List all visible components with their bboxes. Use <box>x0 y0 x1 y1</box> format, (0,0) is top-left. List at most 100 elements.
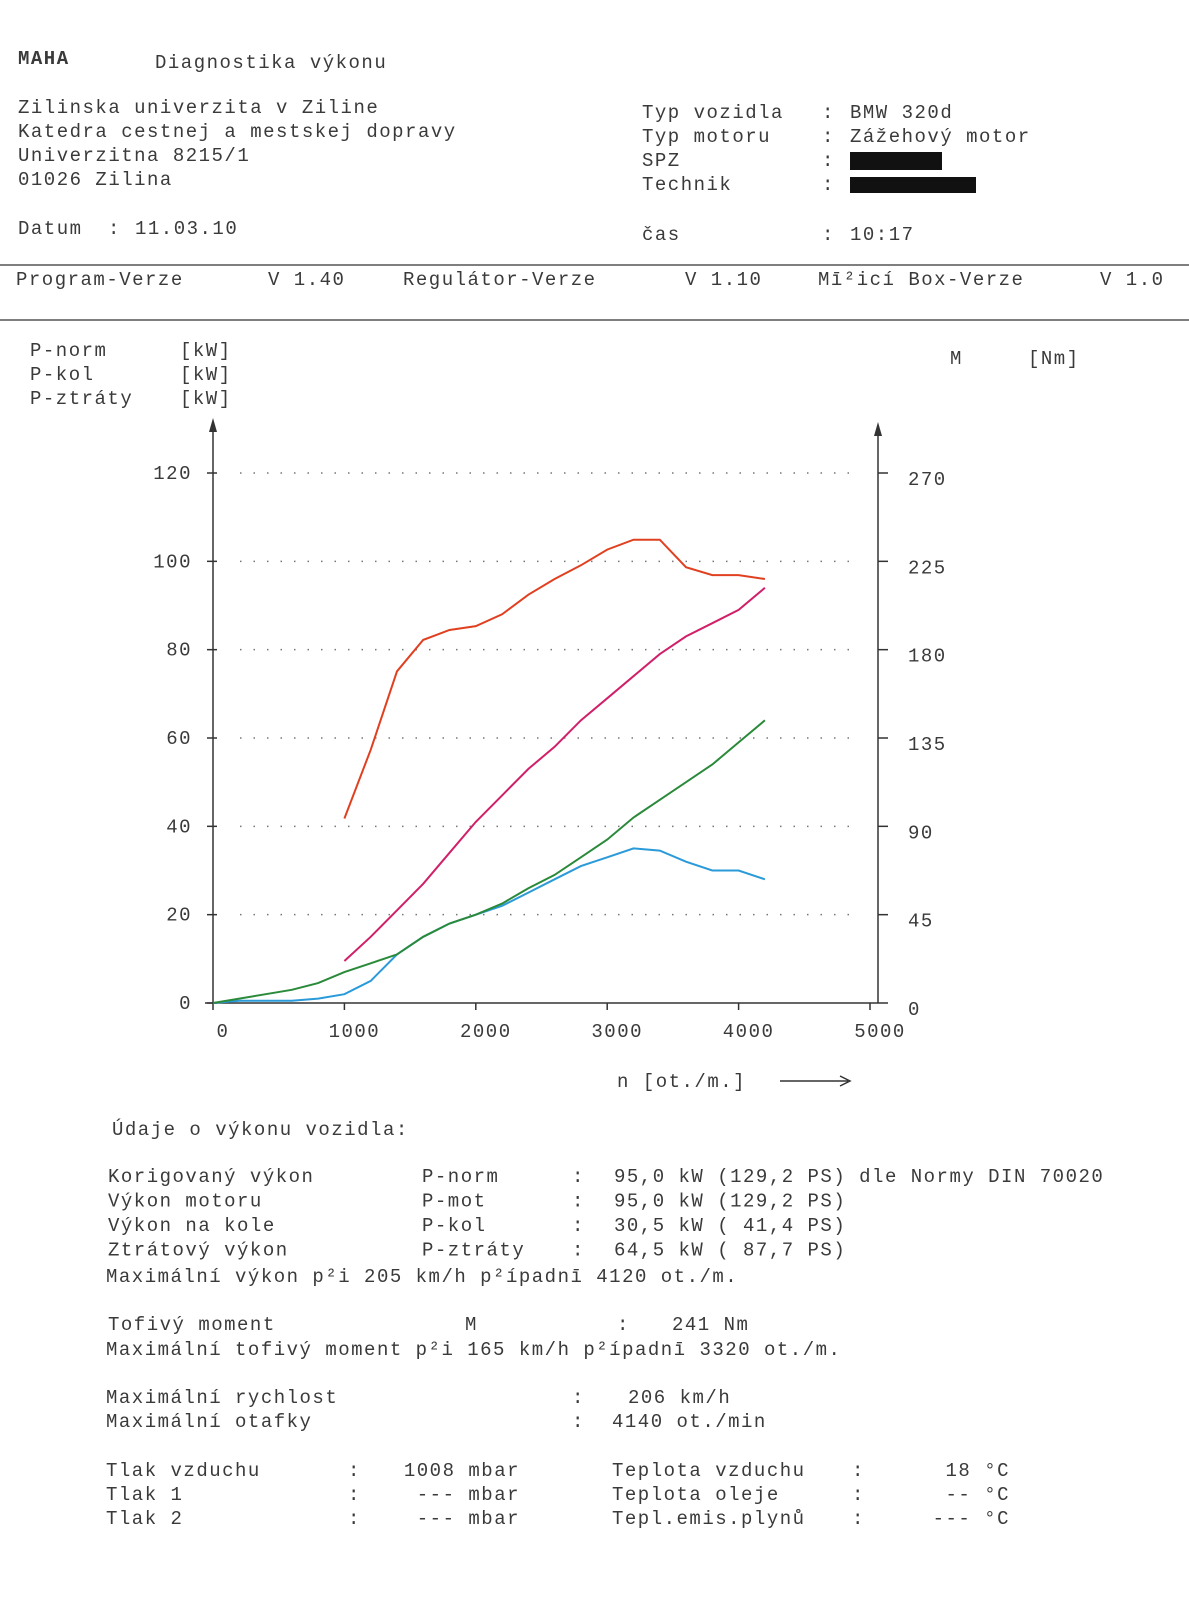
separator: : <box>348 1508 361 1530</box>
series-line <box>343 538 766 819</box>
version-value: V 1.10 <box>685 269 762 291</box>
separator: : <box>572 1166 585 1188</box>
legend-unit: [kW] <box>180 340 232 362</box>
vehicle-value: BMW 320d <box>850 102 953 124</box>
temperature-label: Tepl.emis.plynů <box>612 1508 806 1530</box>
separator: : <box>822 150 835 172</box>
time-label: čas <box>642 224 681 246</box>
vehicle-label: Typ motoru <box>642 126 771 148</box>
axis-arrow <box>209 418 217 432</box>
x-axis-title: n [ot./m.] <box>617 1071 746 1093</box>
separator: : <box>852 1484 865 1506</box>
speed-value: 4140 ot./min <box>612 1411 767 1433</box>
pressure-value: --- mbar <box>417 1484 520 1506</box>
separator: : <box>822 174 835 196</box>
separator: : <box>572 1411 585 1433</box>
legend-unit: [kW] <box>180 364 232 386</box>
pressure-label: Tlak 2 <box>106 1508 183 1530</box>
pressure-label: Tlak vzduchu <box>106 1460 261 1482</box>
result-label: Korigovaný výkon <box>108 1166 314 1188</box>
pressure-value: --- mbar <box>417 1508 520 1530</box>
address-line: 01026 Zilina <box>18 169 173 191</box>
x-tick-label: 5000 <box>854 1021 906 1043</box>
result-label: Ztrátový výkon <box>108 1240 289 1262</box>
axis-label-arrow <box>839 1075 852 1087</box>
separator: : <box>572 1191 585 1213</box>
legend-unit: [kW] <box>180 388 232 410</box>
x-tick-label: 4000 <box>723 1021 775 1043</box>
temperature-label: Teplota vzduchu <box>612 1460 806 1482</box>
pressure-value: 1008 mbar <box>404 1460 520 1482</box>
address-line: Zilinska univerzita v Ziline <box>18 97 379 119</box>
result-value: 95,0 kW (129,2 PS) <box>614 1191 846 1213</box>
vehicle-value: Zážehový motor <box>850 126 1031 148</box>
separator: : <box>822 126 835 148</box>
y-tick-label: 40 <box>166 816 192 838</box>
temperature-label: Teplota oleje <box>612 1484 780 1506</box>
result-value: 30,5 kW ( 41,4 PS) <box>614 1215 846 1237</box>
x-tick-label: 1000 <box>329 1021 381 1043</box>
result-value: 64,5 kW ( 87,7 PS) <box>614 1240 846 1262</box>
version-value: V 1.40 <box>268 269 345 291</box>
separator: : <box>348 1460 361 1482</box>
version-label: Program-Verze <box>16 269 184 291</box>
result-symbol: P-norm <box>422 1166 499 1188</box>
address-line: Katedra cestnej a mestskej dopravy <box>18 121 457 143</box>
axis-arrow <box>874 422 882 436</box>
legend-label: P-ztráty <box>30 388 133 410</box>
y-tick-label: 60 <box>166 728 192 750</box>
version-label: Regulátor-Verze <box>403 269 597 291</box>
max-torque: Maximální tofivý moment p²i 165 km/h p²í… <box>106 1339 841 1361</box>
legend-label: P-kol <box>30 364 95 386</box>
separator: : <box>572 1215 585 1237</box>
series-line <box>343 587 766 962</box>
y2-tick-label: 180 <box>908 646 947 668</box>
y-tick-label: 80 <box>166 640 192 662</box>
temperature-value: -- °C <box>945 1484 1010 1506</box>
redaction <box>850 177 976 193</box>
vehicle-label: Technik <box>642 174 732 196</box>
separator: : <box>348 1484 361 1506</box>
logo: MAHA <box>18 48 70 70</box>
time-value: 10:17 <box>850 224 915 246</box>
separator: : <box>572 1387 585 1409</box>
y2-tick-label: 45 <box>908 911 934 933</box>
speed-label: Maximální otafky <box>106 1411 312 1433</box>
y-tick-label: 0 <box>179 993 192 1015</box>
series-line <box>212 719 766 1004</box>
separator: : <box>852 1508 865 1530</box>
date-label: Datum <box>18 218 83 240</box>
y2-tick-label: 270 <box>908 469 947 491</box>
torque-symbol: M <box>465 1314 478 1336</box>
version-value: V 1.0 <box>1100 269 1165 291</box>
y-tick-label: 100 <box>153 551 192 573</box>
x-tick-label: 0 <box>217 1021 230 1043</box>
version-label: Mī²icí Box-Verze <box>818 269 1024 291</box>
y-tick-label: 20 <box>166 905 192 927</box>
y2-tick-label: 90 <box>908 822 934 844</box>
redaction <box>850 152 942 170</box>
x-tick-label: 2000 <box>460 1021 512 1043</box>
y-tick-label: 120 <box>153 463 192 485</box>
pressure-label: Tlak 1 <box>106 1484 183 1506</box>
separator: : <box>852 1460 865 1482</box>
result-symbol: P-mot <box>422 1191 487 1213</box>
temperature-value: --- °C <box>933 1508 1010 1530</box>
temperature-value: 18 °C <box>945 1460 1010 1482</box>
series-line <box>212 847 766 1004</box>
separator: : <box>108 218 121 240</box>
result-symbol: P-ztráty <box>422 1240 525 1262</box>
title: Diagnostika výkonu <box>155 52 387 74</box>
torque-value: 241 Nm <box>672 1314 749 1336</box>
y2-tick-label: 0 <box>908 999 921 1021</box>
date-value: 11.03.10 <box>135 218 238 240</box>
vehicle-label: SPZ <box>642 150 681 172</box>
separator: : <box>617 1314 630 1336</box>
torque-label: Tofivý moment <box>108 1314 276 1336</box>
y2-axis-unit: [Nm] <box>1028 348 1080 370</box>
legend-label: P-norm <box>30 340 107 362</box>
result-symbol: P-kol <box>422 1215 487 1237</box>
speed-value: 206 km/h <box>628 1387 731 1409</box>
result-value: 95,0 kW (129,2 PS) dle Normy DIN 70020 <box>614 1166 1104 1188</box>
